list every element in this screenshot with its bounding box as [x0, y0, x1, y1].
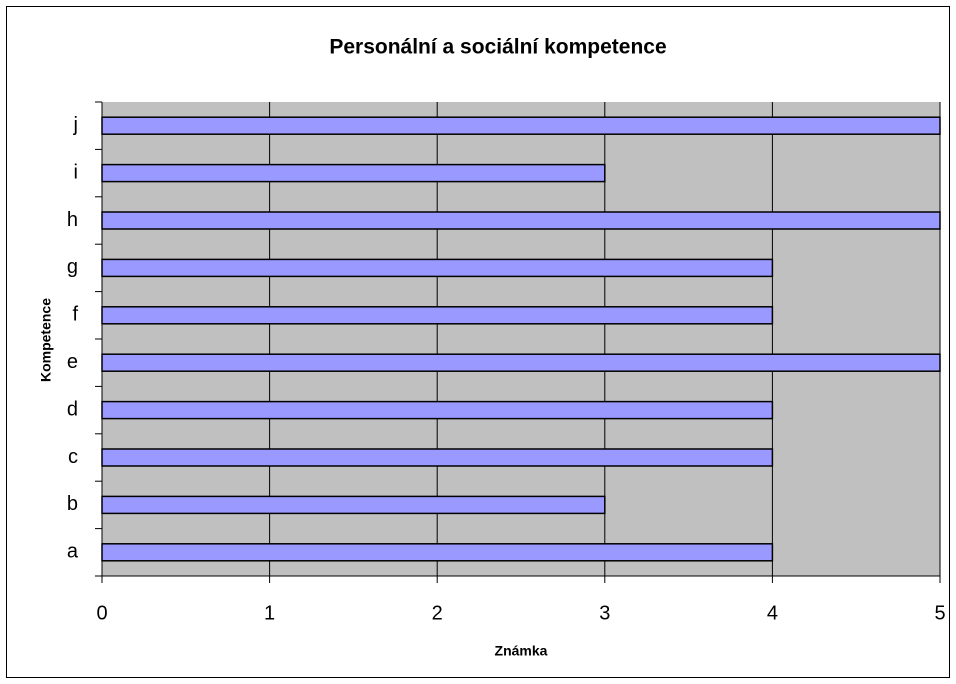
y-tick-label: g: [67, 256, 78, 278]
bar: [101, 116, 941, 135]
x-tick-label: 2: [432, 602, 443, 624]
x-tick-label: 1: [264, 602, 275, 624]
y-tick-label: h: [67, 209, 78, 231]
y-tick-label: j: [73, 114, 78, 136]
bar: [101, 258, 774, 278]
y-tick-label: d: [67, 398, 78, 420]
x-tick-label: 3: [599, 602, 610, 624]
chart-title: Personální a sociální kompetence: [329, 36, 666, 59]
x-tick-label: 4: [767, 602, 778, 624]
x-tick-label: 0: [96, 602, 107, 624]
y-tick-label: b: [67, 493, 78, 515]
y-tick-label: f: [72, 304, 78, 326]
y-tick-label: a: [67, 541, 79, 563]
bar: [101, 211, 941, 230]
y-tick-label: c: [68, 446, 78, 468]
bar: [101, 448, 774, 467]
x-axis-label: Známka: [495, 643, 548, 659]
bar: [101, 306, 774, 325]
bar: [101, 400, 774, 420]
y-tick-label: i: [74, 161, 78, 183]
bar: [101, 495, 606, 515]
bar: [101, 353, 941, 372]
bar: [101, 163, 606, 183]
y-axis-label: Kompetence: [38, 298, 54, 382]
y-tick-label: e: [67, 351, 78, 373]
x-tick-label: 5: [934, 602, 945, 624]
bar: [101, 543, 774, 562]
